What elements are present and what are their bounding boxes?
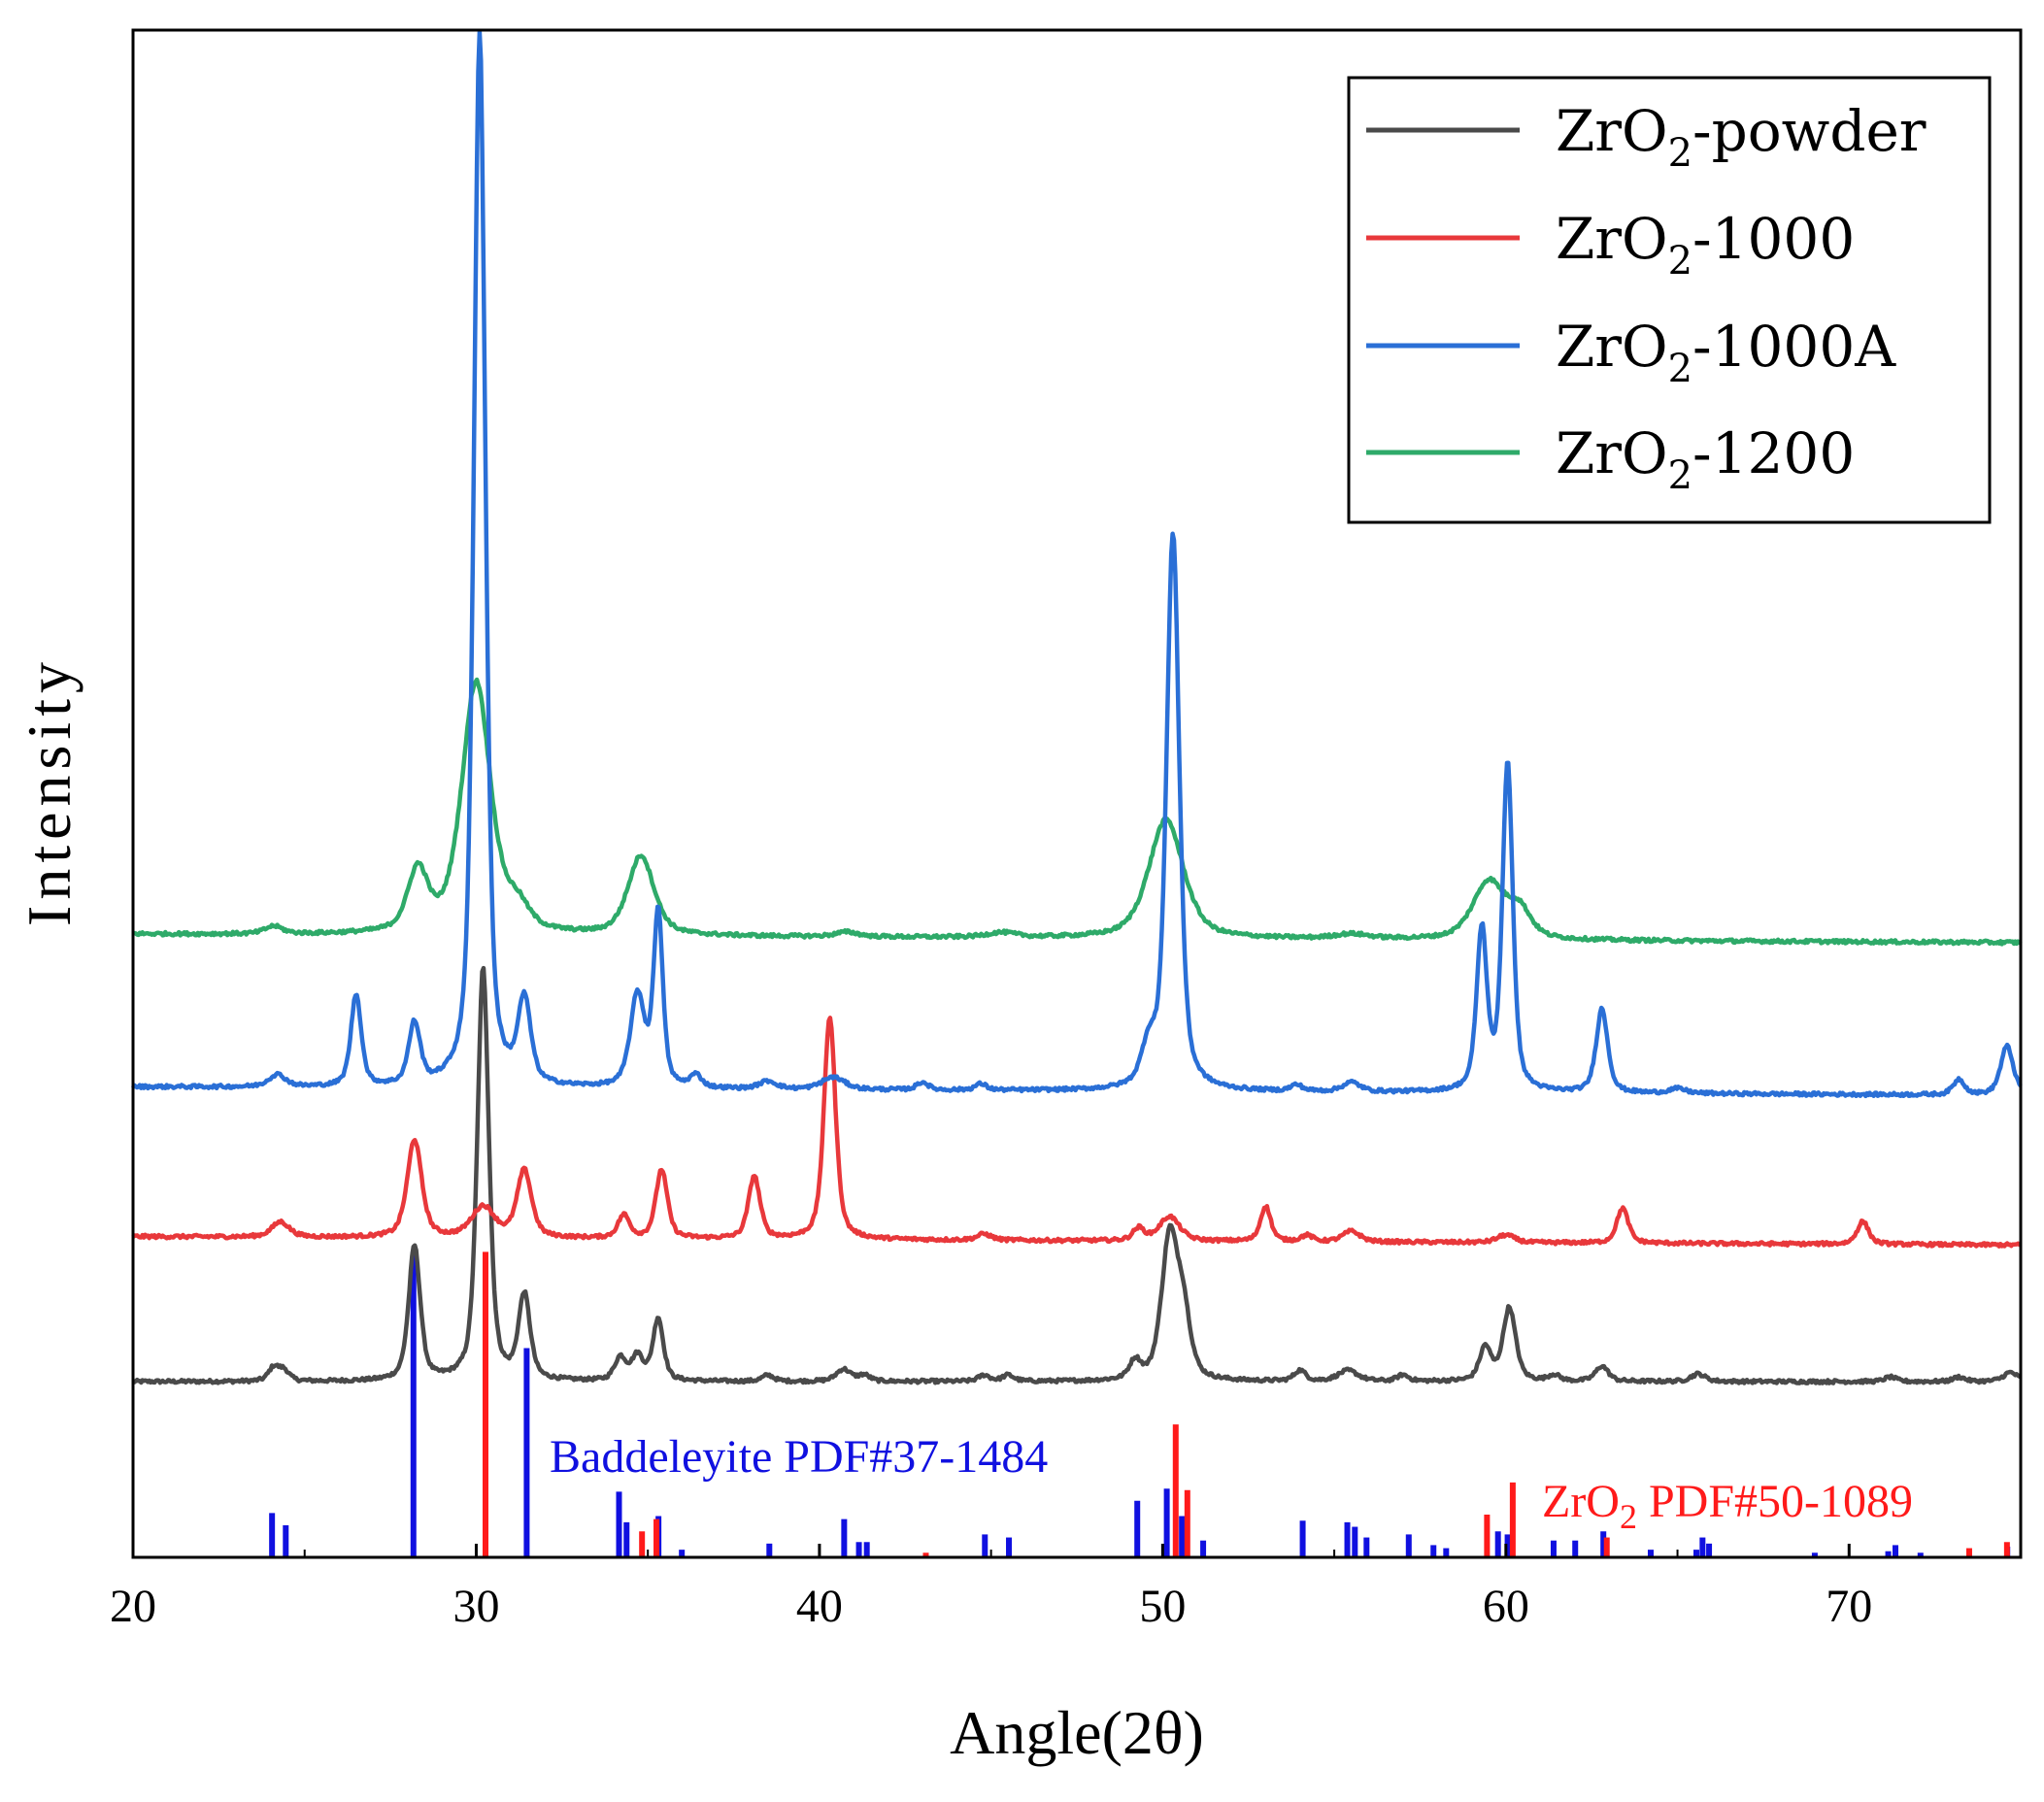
legend-label-1000a: ZrO2-1000A [1556, 314, 1896, 391]
legend-label-1000-rest: -1000 [1692, 206, 1855, 272]
legend-label-1200-rest: -1200 [1692, 420, 1855, 486]
reference-pattern-0 [269, 1251, 2011, 1557]
legend-label-1000: ZrO2-1000 [1556, 206, 1855, 284]
legend-entry-powder: ZrO2-powder [1366, 98, 1927, 176]
legend-label-1200-main: ZrO [1556, 420, 1668, 486]
legend-label-1000-main: ZrO [1556, 206, 1668, 272]
ref-label-baddeleyite: Baddeleyite PDF#37-1484 [550, 1431, 1048, 1483]
legend-label-powder-rest: -powder [1692, 98, 1927, 164]
legend-box [1347, 76, 1992, 524]
y-axis-title: Intensity [15, 656, 84, 926]
x-tick-label-40: 40 [796, 1581, 843, 1632]
series-line-ZrO2-powder [131, 965, 2023, 1385]
reference-lines [269, 1251, 2011, 1557]
legend-entry-1200: ZrO2-1200 [1366, 420, 1855, 498]
legend-label-1000-sub: 2 [1668, 239, 1692, 284]
x-tick-label-70: 70 [1826, 1581, 1872, 1632]
series-layer [131, 29, 2023, 1385]
x-tick-label-30: 30 [452, 1581, 499, 1632]
legend-label-powder-sub: 2 [1668, 131, 1692, 176]
x-tick-label-20: 20 [110, 1581, 156, 1632]
plot-frame [131, 28, 2023, 1559]
x-axis-title: Angle(2θ) [950, 1698, 1204, 1767]
legend-label-1200-sub: 2 [1668, 453, 1692, 498]
ref-label-zro2-rest: PDF#50-1089 [1637, 1476, 1913, 1527]
series-line-ZrO2-1000A [131, 29, 2023, 1099]
legend-label-powder-main: ZrO [1556, 98, 1668, 164]
ref-label-zro2: ZrO2 PDF#50-1089 [1542, 1476, 1913, 1536]
legend-label-1000a-main: ZrO [1556, 314, 1668, 380]
ref-label-zro2-main: ZrO [1542, 1476, 1620, 1527]
legend-label-powder: ZrO2-powder [1556, 98, 1927, 176]
x-axis-ticks: 20 30 40 50 60 70 [110, 1544, 1872, 1632]
legend-label-1200: ZrO2-1200 [1556, 420, 1855, 498]
ref-label-zro2-sub: 2 [1620, 1497, 1637, 1536]
legend-label-1000a-sub: 2 [1668, 347, 1692, 391]
legend-entry-1000a: ZrO2-1000A [1366, 314, 1896, 391]
x-tick-label-60: 60 [1483, 1581, 1529, 1632]
reference-pattern-1 [482, 1251, 2010, 1557]
legend-entry-1000: ZrO2-1000 [1366, 206, 1855, 284]
series-line-ZrO2-1000 [131, 1016, 2022, 1249]
legend-label-1000a-rest: -1000A [1692, 314, 1896, 380]
series-line-ZrO2-1200 [132, 677, 2023, 947]
legend: ZrO2-powder ZrO2-1000 ZrO2-1000A ZrO2-12… [1347, 76, 1992, 524]
x-tick-label-50: 50 [1139, 1581, 1186, 1632]
